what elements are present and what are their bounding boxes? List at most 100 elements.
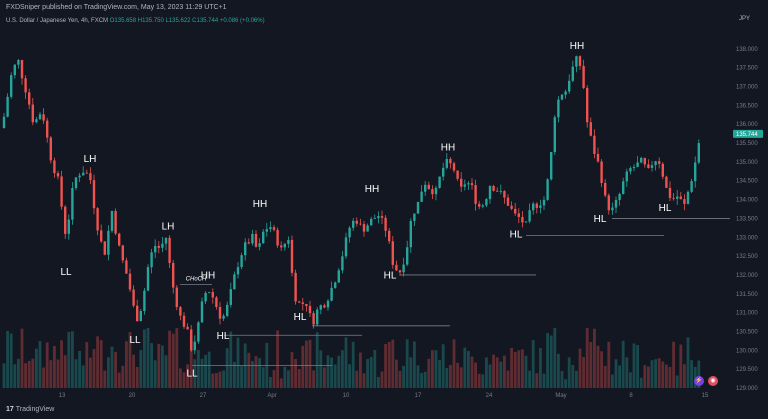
candle: [74, 177, 78, 191]
candle: [676, 189, 679, 206]
volume-bar: [643, 365, 647, 388]
price-tick: 136.000: [736, 122, 758, 128]
volume-bar: [510, 347, 513, 388]
candle: [373, 214, 376, 220]
candle: [467, 181, 470, 190]
volume-bar: [629, 372, 632, 388]
tradingview-logo[interactable]: 17 TradingView: [6, 406, 54, 413]
candle: [557, 96, 560, 123]
candle: [672, 193, 675, 201]
volume-bar: [197, 349, 200, 388]
price-chart[interactable]: LH LL LH LL HH LL HL HH HL HH HL HH HL HH HL HL CHoCH 13…: [0, 0, 768, 403]
candle: [56, 170, 60, 180]
candle: [240, 252, 243, 270]
volume-bar: [431, 350, 434, 388]
candle: [629, 166, 632, 175]
volume-bar: [31, 358, 35, 388]
volume-bar: [686, 337, 690, 388]
candle: [168, 235, 171, 269]
volume-bar: [35, 348, 38, 388]
candle: [182, 312, 186, 329]
candle: [431, 185, 434, 200]
candle: [110, 210, 114, 233]
candle: [398, 269, 402, 276]
candle: [323, 303, 326, 309]
candle: [582, 59, 585, 90]
volume-bar: [215, 373, 218, 388]
candle: [427, 181, 430, 190]
volume-bar: [132, 354, 135, 388]
candle: [618, 192, 621, 206]
volume-bar: [254, 356, 258, 388]
time-tick: 20: [129, 393, 136, 399]
volume-bar: [492, 354, 495, 388]
volume-bar: [225, 348, 229, 388]
volume-bar: [233, 361, 236, 388]
candle: [139, 309, 142, 322]
volume-bar: [24, 363, 27, 388]
volume-bar: [420, 372, 423, 388]
swing-label: LL: [186, 369, 198, 380]
candle: [71, 182, 74, 225]
volume-bar: [175, 328, 179, 388]
volume-bar: [168, 330, 171, 388]
candle: [496, 187, 499, 192]
volume-bar: [416, 365, 420, 388]
volume-bar: [603, 365, 607, 388]
volume-bar: [423, 371, 427, 388]
volume-bar: [647, 366, 650, 388]
volume-bar: [409, 357, 413, 388]
volume-bar: [481, 374, 485, 388]
publisher-line: FXDSniper published on TradingView.com, …: [6, 4, 227, 11]
volume-bar: [135, 366, 139, 388]
volume-bar: [546, 332, 549, 388]
price-tick: 138.000: [736, 47, 758, 53]
candle: [280, 241, 283, 252]
volume-bar: [650, 360, 654, 388]
volume-bar: [92, 349, 96, 388]
volume-bar: [114, 352, 117, 388]
candle: [179, 306, 182, 321]
candle: [452, 161, 456, 173]
volume-bar: [269, 377, 272, 388]
swing-label: HH: [570, 41, 584, 52]
candle: [384, 215, 387, 237]
candle: [586, 85, 589, 128]
price-tick: 129.500: [736, 367, 758, 373]
volume-bar: [373, 349, 377, 388]
candle: [154, 239, 157, 259]
candle: [276, 227, 279, 248]
candle: [434, 185, 438, 201]
price-tick: 133.000: [736, 235, 758, 241]
volume-bar: [665, 364, 668, 388]
flag-icon[interactable]: ◉: [708, 376, 718, 386]
volume-bar: [211, 373, 215, 388]
candle: [218, 302, 222, 325]
volume-bar: [337, 355, 341, 388]
volume-bar: [17, 358, 20, 388]
price-tick: 134.500: [736, 179, 758, 185]
volume-bar: [477, 373, 481, 388]
close-value: C135.744: [192, 18, 219, 24]
swing-label: HL: [294, 312, 307, 323]
volume-bar: [434, 350, 438, 388]
time-tick: Apr: [267, 393, 276, 399]
candle: [121, 244, 124, 264]
volume-bar: [71, 331, 74, 388]
price-tick: 132.000: [736, 273, 758, 279]
candle: [247, 238, 250, 245]
volume-bar: [445, 367, 449, 388]
symbol-info-line: U.S. Dollar / Japanese Yen, 4h, FXCM O13…: [6, 18, 265, 24]
candle: [395, 260, 398, 271]
volume-bar: [661, 361, 665, 388]
candle: [607, 193, 610, 215]
volume-bar: [6, 330, 9, 388]
symbol-name[interactable]: U.S. Dollar / Japanese Yen, 4h, FXCM: [6, 18, 109, 24]
volume-bar: [575, 370, 578, 388]
candle: [337, 268, 340, 284]
candle: [575, 55, 578, 73]
volume-bar: [128, 332, 132, 388]
candle: [697, 139, 700, 165]
flash-icon[interactable]: ⚡: [694, 376, 704, 386]
candle: [474, 179, 477, 211]
